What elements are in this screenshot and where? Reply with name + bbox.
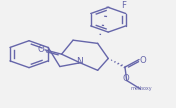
Text: O: O <box>122 74 129 83</box>
Text: O: O <box>37 45 44 54</box>
Text: O: O <box>140 56 146 65</box>
Text: F: F <box>121 1 126 10</box>
Text: methoxy: methoxy <box>131 86 152 91</box>
Text: N: N <box>76 57 83 66</box>
